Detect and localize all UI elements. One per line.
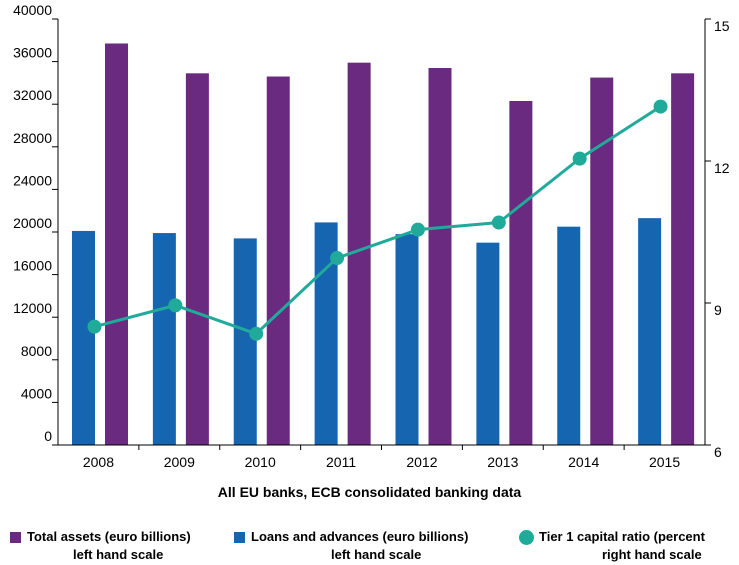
tier1-line [87, 99, 668, 341]
left-tick-label: 0 [44, 428, 52, 444]
right-tick-label: 6 [714, 444, 722, 460]
tier1-point [168, 298, 183, 313]
left-tick-label: 4000 [21, 385, 52, 401]
loans-bar [638, 218, 662, 445]
chart-title: All EU banks, ECB consolidated banking d… [217, 484, 522, 500]
legend-scale-tier1: right hand scale [602, 547, 702, 562]
loans-bar [476, 242, 500, 445]
left-tick-label: 20000 [13, 215, 52, 231]
legend-swatch-loans [234, 532, 245, 543]
loans-bars [72, 218, 662, 445]
right-tick-label: 9 [714, 302, 722, 318]
legend: Total assets (euro billions) left hand s… [0, 529, 739, 565]
total-assets-bar [509, 101, 533, 445]
tier1-point [87, 319, 102, 334]
left-tick-label: 36000 [13, 45, 52, 61]
x-tick-label: 2009 [164, 454, 195, 470]
x-tick-label: 2013 [487, 454, 518, 470]
x-tick-label: 2008 [83, 454, 114, 470]
legend-label-tier1: Tier 1 capital ratio (percent [539, 529, 705, 544]
legend-scale-loans: left hand scale [331, 547, 422, 562]
total-assets-bar [590, 77, 614, 445]
tick-labels: 2008 2009 2010 2011 2012 2013 2014 2015 0 4000 800… [13, 2, 730, 470]
chart: 2008 2009 2010 2011 2012 2013 2014 2015 0 4000 800… [13, 2, 730, 470]
total-assets-bar [347, 62, 371, 445]
legend-label-loans: Loans and advances (euro billions) [251, 529, 469, 544]
total-assets-bar [266, 76, 290, 445]
legend-swatch-total-assets [10, 532, 21, 543]
left-tick-label: 12000 [13, 300, 52, 316]
total-assets-bar [105, 43, 128, 446]
x-tick-label: 2014 [568, 454, 599, 470]
loans-bar [233, 238, 257, 445]
legend-dot-tier1 [519, 530, 534, 545]
x-tick-label: 2011 [326, 454, 356, 470]
loans-bar [314, 222, 338, 445]
left-tick-label: 40000 [13, 2, 52, 18]
tier1-series-line [94, 105, 662, 336]
tier1-point [653, 99, 668, 114]
left-tick-label: 16000 [13, 258, 52, 274]
right-tick-label: 12 [714, 160, 730, 176]
loans-bar [395, 234, 419, 445]
x-tick-label: 2010 [245, 454, 276, 470]
left-tick-label: 28000 [13, 130, 52, 146]
left-tick-label: 32000 [13, 87, 52, 103]
loans-bar [152, 233, 176, 445]
left-tick-label: 8000 [21, 343, 52, 359]
loans-bar [72, 230, 95, 445]
tier1-point [572, 151, 587, 166]
total-assets-bar [185, 73, 209, 445]
right-tick-label: 15 [714, 18, 730, 34]
tier1-point [491, 215, 506, 230]
tier1-point [410, 222, 425, 237]
tier1-point [330, 251, 345, 266]
assets-bars [105, 43, 695, 446]
tier1-point [249, 326, 264, 341]
total-assets-bar [428, 67, 452, 446]
legend-scale-total-assets: left hand scale [73, 547, 164, 562]
left-tick-label: 24000 [13, 172, 52, 188]
legend-label-total-assets: Total assets (euro billions) [27, 529, 191, 544]
axes [52, 18, 711, 450]
total-assets-bar [671, 73, 695, 445]
x-tick-label: 2015 [649, 454, 680, 470]
loans-bar [557, 226, 581, 445]
x-tick-label: 2012 [406, 454, 437, 470]
